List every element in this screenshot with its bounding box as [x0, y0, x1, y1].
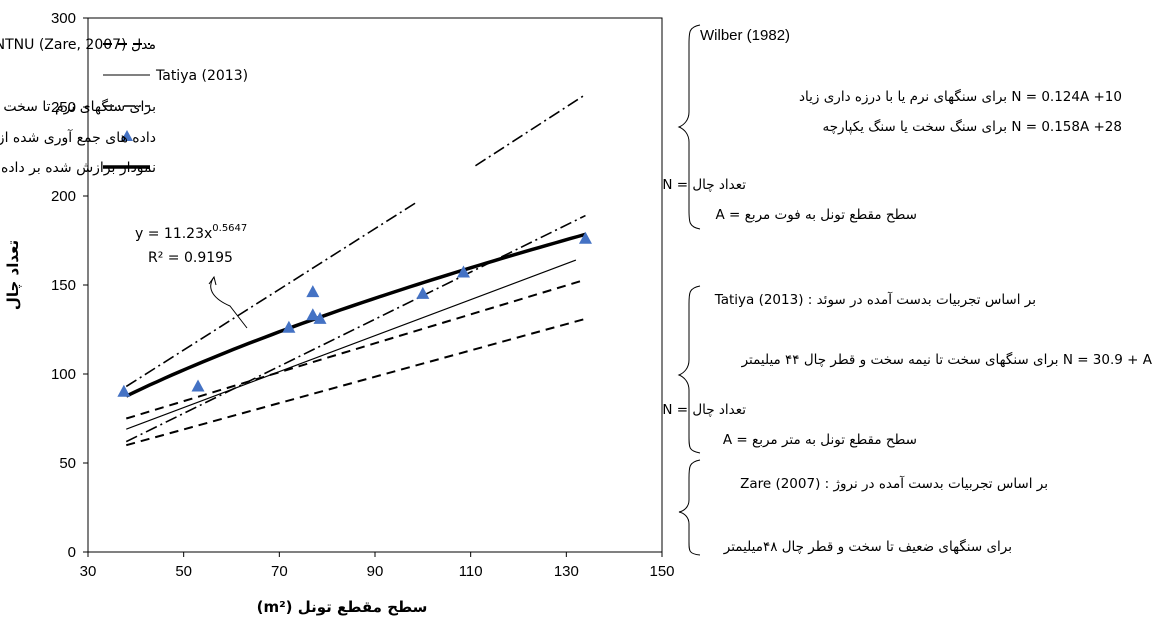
x-tick-label: 150: [649, 563, 674, 580]
legend-label-wilber: برای سنگهای نرم تا سخت : (Wilber (1982: [0, 98, 156, 115]
legend-label-tatiya: Tatiya (2013): [155, 68, 248, 84]
fit-equation-base: y = 11.23x: [135, 226, 212, 242]
series-layer: [125, 93, 586, 447]
series-fit-curve: [125, 232, 586, 398]
marker-layer: [117, 231, 592, 397]
x-tick-label: 30: [80, 563, 97, 580]
notes-panel: Wilber (1982) N = 0.124A +10 برای سنگهای…: [662, 24, 1153, 556]
note-wilber-line1: N = 0.124A +10 برای سنگهای نرم یا با درز…: [799, 88, 1122, 105]
y-axis-title: تعداد چال: [4, 240, 23, 310]
data-point: [456, 265, 470, 278]
note-wilber-def-n: تعداد چال = N: [662, 177, 746, 193]
fit-equation-exponent: 0.5647: [212, 223, 247, 234]
y-tick-label: 0: [68, 544, 76, 561]
data-point: [416, 286, 430, 299]
x-tick-label: 90: [367, 563, 384, 580]
series-ntnu-line: [126, 317, 586, 447]
x-tick-label: 70: [271, 563, 288, 580]
x-tick-label: 110: [459, 563, 483, 580]
x-axis: 30 50 70 90 110 130 150: [80, 552, 675, 580]
note-wilber-title: Wilber (1982): [700, 27, 790, 44]
fit-annotation: y = 11.23x0.5647 R² = 0.9195: [135, 223, 248, 329]
brace-wilber: [677, 24, 701, 230]
y-axis: 0 50 100 150 200 250 300: [51, 10, 88, 561]
data-point: [191, 379, 205, 392]
legend-label-ntnu: مدل NTNU (Zare, 2007): [0, 37, 156, 53]
note-tatiya-def-n: تعداد چال = N: [662, 402, 746, 418]
fit-annotation-pointer: [210, 276, 248, 329]
y-tick-label: 300: [51, 10, 76, 27]
x-tick-label: 130: [554, 563, 579, 580]
note-tatiya-def-a: سطح مقطع تونل به متر مربع = A: [723, 432, 917, 448]
series-wilber-line: [475, 93, 586, 167]
data-point: [306, 308, 320, 321]
y-tick-label: 150: [51, 277, 76, 294]
data-point: [313, 311, 327, 324]
series-ntnu-line: [125, 278, 586, 420]
note-tatiya-line1: N = 30.9 + A برای سنگهای سخت تا نیمه سخت…: [741, 351, 1153, 368]
brace-tatiya: [677, 285, 701, 454]
legend-label-data-points: داده های جمع آوری شده از چند پروژه تونلی: [0, 129, 156, 146]
legend-swatch-data-points: [121, 130, 133, 141]
note-zare-line1: برای سنگهای ضعیف تا سخت و قطر چال ۴۸میلی…: [723, 538, 1012, 555]
series-tatiya-line: [126, 259, 577, 430]
fit-r-squared: R² = 0.9195: [148, 250, 233, 266]
data-point: [578, 231, 592, 244]
plot-area: 30 50 70 90 110 130 150 0 50 100 150 200 250 300: [51, 10, 675, 580]
note-wilber-def-a: سطح مقطع تونل به فوت مربع = A: [716, 207, 918, 223]
legend: مدل NTNU (Zare, 2007) Tatiya (2013) برای…: [0, 37, 248, 176]
x-axis-title: سطح مقطع تونل (m²): [257, 598, 428, 616]
legend-label-fit: نمودار برازش شده بر داده ها: [0, 160, 156, 176]
x-tick-label: 50: [175, 563, 192, 580]
y-tick-label: 200: [51, 188, 76, 205]
series-wilber-line: [125, 214, 586, 443]
note-wilber-line2: N = 0.158A +28 برای سنگ سخت یا سنگ یکپار…: [822, 119, 1122, 135]
note-zare-title: بر اساس تجربیات بدست آمده در نروژ : (Zar…: [740, 475, 1048, 492]
plot-frame: [87, 17, 663, 553]
fit-equation: y = 11.23x0.5647: [135, 223, 247, 242]
y-tick-label: 250: [51, 99, 76, 116]
y-tick-label: 50: [59, 455, 76, 472]
y-tick-label: 100: [51, 366, 76, 383]
data-point: [282, 320, 296, 333]
note-tatiya-title: بر اساس تجربیات بدست آمده در سوئد : (Tat…: [714, 291, 1036, 308]
data-point: [306, 285, 320, 298]
series-wilber-line: [125, 200, 419, 388]
fit-annotation-arrowhead: [208, 275, 217, 286]
brace-zare: [678, 459, 701, 556]
data-point: [117, 384, 131, 397]
